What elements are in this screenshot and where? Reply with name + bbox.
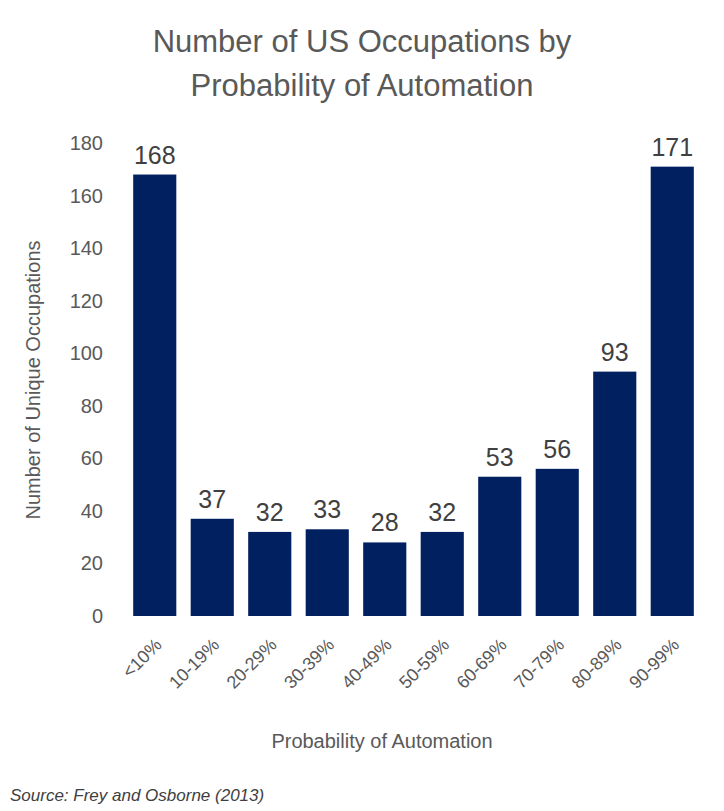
x-tick-label: 70-79%	[510, 635, 568, 693]
x-tick-label: <10%	[119, 635, 166, 682]
x-tick-label: 60-69%	[453, 635, 511, 693]
x-axis: <10%10-19%20-29%30-39%40-49%50-59%60-69%…	[119, 635, 684, 693]
bar	[651, 167, 694, 616]
y-tick-label: 180	[70, 132, 103, 154]
data-label: 28	[371, 508, 399, 536]
data-label: 168	[134, 141, 176, 169]
data-label: 171	[651, 133, 693, 161]
bar	[478, 477, 521, 616]
data-label: 53	[486, 443, 514, 471]
x-axis-label: Probability of Automation	[271, 730, 492, 752]
y-axis-label: Number of Unique Occupations	[22, 240, 44, 519]
data-label: 93	[601, 338, 629, 366]
bar	[593, 372, 636, 616]
x-tick-label: 10-19%	[165, 635, 223, 693]
data-label: 32	[256, 498, 284, 526]
y-tick-label: 80	[81, 395, 103, 417]
bar	[421, 532, 464, 616]
x-tick-label: 30-39%	[280, 635, 338, 693]
data-label: 32	[428, 498, 456, 526]
bar	[363, 542, 406, 616]
bar	[536, 469, 579, 616]
y-tick-label: 160	[70, 185, 103, 207]
y-axis: 0 20 40 60 80 100 120 140 160 180	[70, 132, 103, 627]
bar	[248, 532, 291, 616]
x-tick-label: 40-49%	[338, 635, 396, 693]
y-tick-label: 0	[92, 605, 103, 627]
bars	[133, 167, 694, 616]
y-tick-label: 40	[81, 500, 103, 522]
x-tick-label: 90-99%	[625, 635, 683, 693]
y-tick-label: 100	[70, 342, 103, 364]
data-label: 56	[543, 435, 571, 463]
source: Source: Frey and Osborne (2013)	[10, 786, 264, 805]
x-tick-label: 20-29%	[223, 635, 281, 693]
data-label: 33	[313, 495, 341, 523]
title-line: Probability of Automation	[191, 68, 534, 103]
chart: Number of US Occupations by Probability o…	[0, 0, 724, 811]
title: Number of US Occupations by Probability o…	[153, 24, 572, 103]
bar	[191, 519, 234, 616]
y-tick-label: 140	[70, 237, 103, 259]
y-tick-label: 60	[81, 447, 103, 469]
bar	[133, 175, 176, 616]
y-tick-label: 120	[70, 290, 103, 312]
bar	[306, 529, 349, 616]
y-tick-label: 20	[81, 552, 103, 574]
data-labels: 168 37 32 33 28 32 53 56 93 171	[134, 133, 693, 537]
x-tick-label: 80-89%	[568, 635, 626, 693]
title-line: Number of US Occupations by	[153, 24, 572, 59]
data-label: 37	[198, 485, 226, 513]
x-tick-label: 50-59%	[395, 635, 453, 693]
